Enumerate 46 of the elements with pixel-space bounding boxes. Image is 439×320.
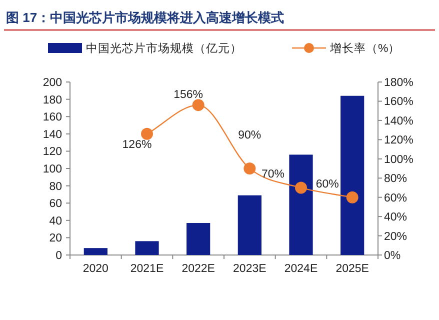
y-tick-label: 160 <box>42 112 62 124</box>
x-tick-label: 2024E <box>284 263 318 275</box>
point <box>244 162 256 174</box>
y-tick-label: 200 <box>42 77 62 89</box>
x-tick-label: 2020 <box>82 263 108 275</box>
y-tick-label: 0 <box>56 250 62 262</box>
y2-tick-label: 100% <box>384 154 414 166</box>
y-tick-label: 40 <box>49 215 62 228</box>
y-tick-label: 20 <box>49 232 62 245</box>
bar <box>135 241 159 255</box>
y2-tick-label: 60% <box>384 192 408 204</box>
y2-tick-label: 40% <box>384 212 408 224</box>
y2-tick-label: 180% <box>384 77 414 89</box>
bar <box>340 96 364 255</box>
y-tick-label: 120 <box>42 146 62 158</box>
bar <box>289 154 313 255</box>
y-tick-label: 60 <box>49 198 62 210</box>
y-tick-label: 180 <box>42 94 62 106</box>
point <box>295 182 307 194</box>
x-tick-label: 2022E <box>182 263 216 275</box>
x-tick-label: 2023E <box>233 263 267 275</box>
bar <box>186 222 210 255</box>
y2-tick-label: 160% <box>384 96 414 108</box>
bar <box>238 195 262 255</box>
y2-tick-label: 80% <box>384 173 408 186</box>
data-label: 126% <box>122 138 152 151</box>
y2-tick-label: 120% <box>384 134 414 147</box>
data-label: 90% <box>238 130 262 142</box>
y2-tick-label: 140% <box>384 115 414 128</box>
y2-tick-label: 0% <box>384 250 401 262</box>
y2-tick-label: 20% <box>384 230 408 243</box>
data-label: 60% <box>316 178 339 190</box>
chart-title: 图 17：中国光芯片市场规模将进入高速增长模式 <box>6 10 284 25</box>
legend-label: 中国光芯片市场规模（亿元） <box>86 41 242 55</box>
point <box>192 99 204 112</box>
point <box>141 128 153 140</box>
y-tick-label: 140 <box>42 128 62 141</box>
y-tick-label: 80 <box>49 180 62 193</box>
y-tick-label: 100 <box>42 164 62 176</box>
data-label: 70% <box>261 168 285 181</box>
x-tick-label: 2025E <box>336 263 370 275</box>
data-label: 156% <box>174 89 204 102</box>
point <box>346 191 358 204</box>
legend-label: 增长率（%） <box>329 41 400 55</box>
bar <box>84 248 108 255</box>
x-tick-label: 2021E <box>130 263 164 275</box>
